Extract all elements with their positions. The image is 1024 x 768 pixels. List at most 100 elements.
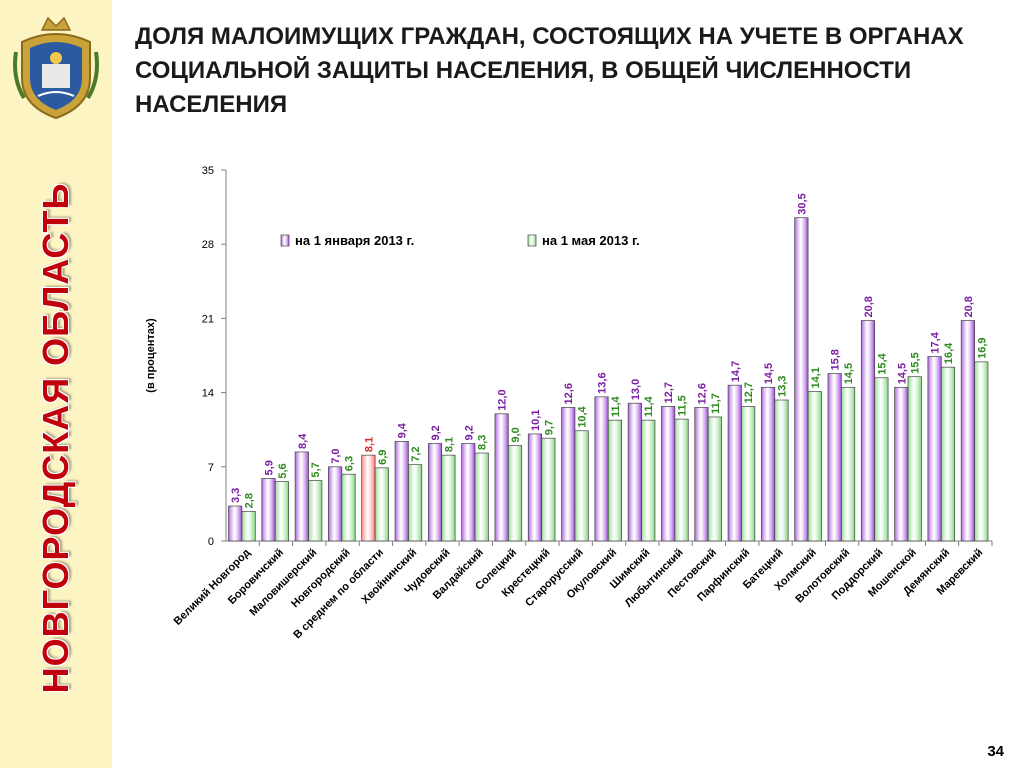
bar-value-label: 20,8 — [963, 296, 975, 317]
bar-jan-2013 — [627, 402, 642, 542]
bar-jan-2013 — [860, 320, 876, 542]
bar-value-label: 5,7 — [310, 462, 322, 477]
bar-value-label: 14,5 — [896, 363, 908, 384]
y-tick-label: 35 — [202, 165, 214, 177]
x-category-label: Новгородский — [289, 547, 353, 611]
y-tick-label: 21 — [202, 313, 214, 325]
bar-value-label: 10,4 — [577, 405, 589, 427]
bar-value-label: 14,7 — [730, 361, 742, 382]
bar-may-2013 — [474, 452, 489, 542]
bar-may-2013 — [241, 510, 256, 542]
bar-value-label: 14,1 — [810, 367, 822, 388]
bar-may-2013 — [841, 386, 856, 542]
bar-may-2013 — [574, 430, 589, 542]
bar-jan-2013 — [294, 451, 309, 542]
bar-value-label: 12,7 — [743, 382, 755, 403]
bar-may-2013 — [408, 464, 423, 542]
bar-jan-2013 — [894, 386, 909, 542]
bar-may-2013 — [541, 437, 556, 542]
bar-value-label: 7,0 — [330, 449, 342, 464]
bar-value-label: 13,0 — [630, 379, 642, 400]
bar-jan-2013 — [527, 433, 542, 542]
bar-value-label: 9,2 — [463, 425, 475, 440]
bar-may-2013 — [308, 480, 323, 542]
bar-value-label: 9,2 — [430, 425, 442, 440]
bar-value-label: 17,4 — [930, 331, 942, 353]
legend-label-jan-2013: на 1 января 2013 г. — [295, 233, 414, 248]
bar-value-label: 16,9 — [976, 337, 988, 358]
bar-value-label: 13,3 — [776, 376, 788, 397]
bar-may-2013 — [807, 391, 822, 542]
bar-may-2013 — [274, 481, 289, 542]
bar-value-label: 8,1 — [363, 437, 375, 452]
bar-may-2013 — [341, 473, 356, 542]
legend-swatch-may-2013 — [527, 234, 537, 247]
bar-jan-2013 — [328, 466, 343, 542]
bar-jan-2013 — [427, 443, 443, 542]
bar-jan-2013 — [461, 443, 476, 542]
bar-may-2013 — [741, 406, 756, 542]
bar-value-label: 3,3 — [230, 488, 242, 503]
bar-jan-2013 — [228, 505, 243, 542]
bar-value-label: 12,7 — [663, 382, 675, 403]
bar-may-2013 — [707, 416, 722, 542]
bar-value-label: 11,4 — [643, 395, 655, 417]
bar-may-2013 — [974, 361, 989, 542]
bar-value-label: 10,1 — [530, 410, 542, 431]
bar-value-label: 5,9 — [264, 460, 276, 475]
bar-jan-2013 — [661, 406, 676, 542]
sidebar: НОВГОРОДСКАЯ ОБЛАСТЬ — [0, 0, 112, 768]
y-tick-label: 28 — [202, 239, 214, 251]
bar-may-2013 — [674, 418, 689, 542]
bar-may-2013 — [774, 399, 789, 542]
x-category-label: Старорусский — [523, 547, 586, 610]
bar-value-label: 8,4 — [297, 433, 309, 449]
page-number: 34 — [987, 743, 1004, 760]
bar-value-label: 7,2 — [410, 446, 422, 461]
bar-value-label: 30,5 — [796, 193, 808, 214]
y-axis-label: (в процентах) — [145, 318, 157, 393]
bar-value-label: 14,5 — [763, 363, 775, 384]
bar-value-label: 6,9 — [377, 450, 389, 465]
legend-label-may-2013: на 1 мая 2013 г. — [542, 233, 640, 248]
bar-jan-2013 — [694, 407, 709, 542]
bar-jan-2013 — [594, 396, 609, 542]
bar-value-label: 11,7 — [710, 393, 722, 414]
bar-jan-2013 — [394, 441, 409, 542]
bar-value-label: 12,6 — [696, 383, 708, 404]
bar-value-label: 15,5 — [910, 352, 922, 373]
bar-value-label: 8,3 — [477, 435, 489, 450]
bar-jan-2013 — [727, 384, 742, 542]
bar-may-2013 — [641, 419, 656, 542]
bar-value-label: 8,1 — [443, 437, 455, 452]
bar-value-label: 14,5 — [843, 363, 855, 384]
y-tick-label: 7 — [208, 462, 214, 474]
y-tick-label: 14 — [202, 388, 214, 400]
bar-may-2013 — [607, 419, 622, 542]
bar-jan-2013 — [794, 217, 809, 542]
bar-jan-2013 — [494, 413, 509, 542]
bar-may-2013 — [874, 377, 889, 542]
bar-jan-2013 — [361, 454, 376, 542]
bar-jan-2013 — [927, 356, 942, 542]
page-title: ДОЛЯ МАЛОИМУЩИХ ГРАЖДАН, СОСТОЯЩИХ НА УЧ… — [135, 23, 964, 118]
bar-value-label: 15,4 — [876, 352, 888, 374]
bar-value-label: 13,6 — [597, 372, 609, 393]
bar-may-2013 — [441, 454, 456, 542]
bar-value-label: 15,8 — [830, 349, 842, 370]
bar-jan-2013 — [761, 386, 776, 542]
bar-may-2013 — [907, 376, 922, 542]
bar-value-label: 12,0 — [497, 389, 509, 410]
bar-jan-2013 — [960, 320, 975, 542]
bar-may-2013 — [940, 366, 956, 542]
bar-value-label: 16,4 — [943, 342, 955, 364]
bar-value-label: 6,3 — [344, 456, 356, 471]
bar-jan-2013 — [827, 373, 842, 542]
bar-value-label: 11,4 — [610, 395, 622, 417]
bar-jan-2013 — [261, 478, 276, 542]
bar-may-2013 — [374, 467, 389, 542]
bar-value-label: 2,8 — [244, 493, 256, 508]
bar-value-label: 20,8 — [863, 296, 875, 317]
bar-value-label: 11,5 — [677, 395, 689, 416]
